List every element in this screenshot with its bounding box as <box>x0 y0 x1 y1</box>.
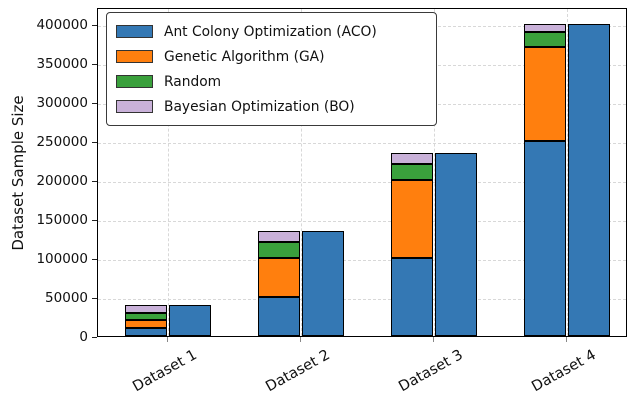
y-tick-label: 350000 <box>36 56 88 72</box>
total-bar <box>435 152 477 336</box>
legend-label: Ant Colony Optimization (ACO) <box>164 23 377 40</box>
x-tick-mark <box>299 337 301 342</box>
legend-item: Bayesian Optimization (BO) <box>116 94 426 119</box>
legend-label: Genetic Algorithm (GA) <box>164 48 325 65</box>
x-tick-mark <box>565 337 567 342</box>
plot-area: Ant Colony Optimization (ACO) Genetic Alg… <box>97 8 627 337</box>
stacked-bar-segment <box>258 258 300 297</box>
gridline-horizontal <box>98 182 626 183</box>
y-tick-label: 100000 <box>36 251 88 267</box>
y-tick-mark <box>92 258 97 260</box>
stacked-bar-segment <box>125 312 167 321</box>
stacked-bar-segment <box>125 320 167 329</box>
total-bar <box>169 304 211 336</box>
y-tick-mark <box>92 297 97 299</box>
stacked-bar-segment <box>524 24 566 32</box>
x-tick-label: Dataset 2 <box>263 347 333 396</box>
y-tick-mark <box>92 24 97 26</box>
stacked-bar-segment <box>391 164 433 180</box>
legend-label: Random <box>164 73 222 90</box>
stacked-bar-segment <box>258 297 300 336</box>
legend: Ant Colony Optimization (ACO) Genetic Alg… <box>106 12 437 126</box>
legend-label: Bayesian Optimization (BO) <box>164 98 355 115</box>
y-tick-mark <box>92 180 97 182</box>
legend-item: Ant Colony Optimization (ACO) <box>116 19 426 44</box>
y-tick-label: 200000 <box>36 173 88 189</box>
legend-swatch <box>116 50 153 63</box>
stacked-bar-segment <box>258 242 300 258</box>
gridline-horizontal <box>98 260 626 261</box>
gridline-horizontal <box>98 221 626 222</box>
total-bar <box>568 24 610 336</box>
legend-item: Random <box>116 69 426 94</box>
y-tick-label: 400000 <box>36 17 88 33</box>
gridline-horizontal <box>98 143 626 144</box>
x-tick-mark <box>166 337 168 342</box>
x-tick-label: Dataset 4 <box>529 347 599 396</box>
y-tick-label: 50000 <box>45 290 88 306</box>
x-tick-label: Dataset 1 <box>130 347 200 396</box>
gridline-vertical <box>434 9 435 336</box>
stacked-bar-segment <box>125 304 167 313</box>
y-tick-label: 250000 <box>36 134 88 150</box>
gridline-vertical <box>301 9 302 336</box>
legend-swatch <box>116 100 153 113</box>
stacked-bar-segment <box>125 328 167 336</box>
y-tick-mark <box>92 141 97 143</box>
y-tick-label: 300000 <box>36 95 88 111</box>
y-tick-label: 0 <box>79 329 88 345</box>
y-tick-mark <box>92 102 97 104</box>
gridline-vertical <box>168 9 169 336</box>
y-tick-mark <box>92 336 97 338</box>
legend-swatch <box>116 75 153 88</box>
legend-swatch <box>116 25 153 38</box>
stacked-bar-segment <box>391 258 433 336</box>
stacked-bar-segment <box>391 152 433 165</box>
stacked-bar-segment <box>258 230 300 243</box>
stacked-bar-segment <box>524 31 566 48</box>
x-tick-label: Dataset 3 <box>396 347 466 396</box>
x-tick-mark <box>432 337 434 342</box>
gridline-horizontal <box>98 299 626 300</box>
stacked-bar-segment <box>524 47 566 141</box>
y-tick-label: 150000 <box>36 212 88 228</box>
y-tick-mark <box>92 219 97 221</box>
stacked-bar-segment <box>391 180 433 258</box>
y-tick-mark <box>92 63 97 65</box>
gridline-vertical <box>567 9 568 336</box>
legend-item: Genetic Algorithm (GA) <box>116 44 426 69</box>
stacked-bar-segment <box>524 141 566 336</box>
total-bar <box>302 230 344 336</box>
